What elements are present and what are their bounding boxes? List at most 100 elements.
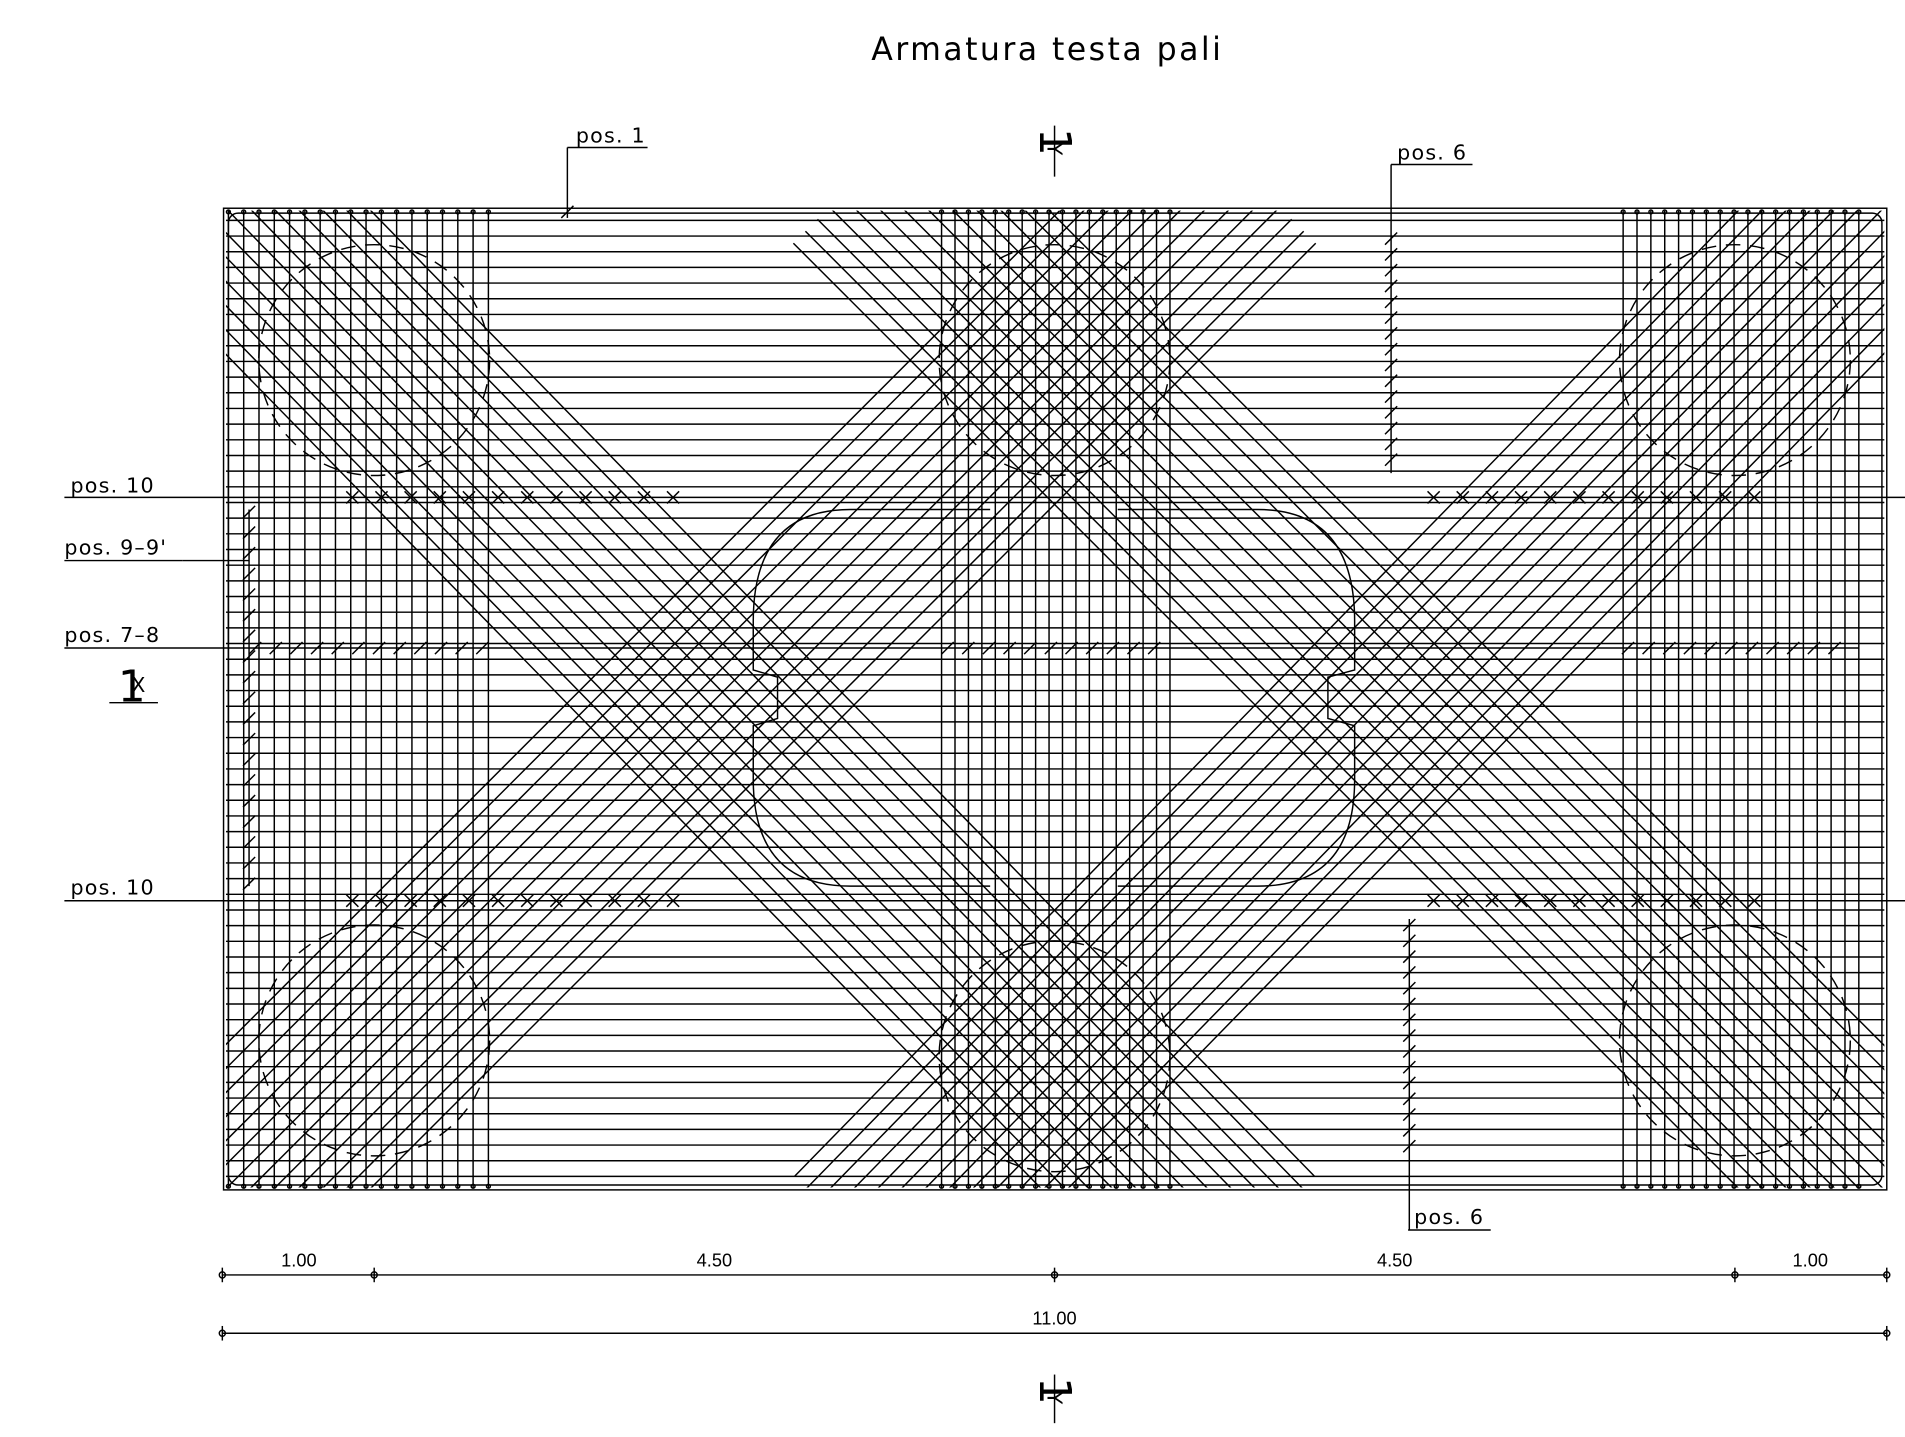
bar-dot: [241, 209, 247, 215]
tick: [331, 641, 345, 655]
bar-dot: [1100, 209, 1106, 215]
tick: [1402, 918, 1416, 932]
dimension-label: 1.00: [1793, 1250, 1828, 1270]
diagonal-bar: [794, 210, 1740, 1177]
tick: [1807, 641, 1821, 655]
tick: [520, 894, 534, 908]
diagonal-bar: [298, 210, 1278, 1188]
bar-dot: [1140, 209, 1146, 215]
bar-dot: [1703, 1183, 1709, 1189]
tick: [242, 649, 256, 664]
tick: [1384, 247, 1398, 261]
diagonal-bar: [225, 210, 1061, 1046]
tick: [637, 490, 651, 504]
bar-dot: [1032, 209, 1039, 215]
tick: [1384, 263, 1398, 277]
tick: [1085, 641, 1099, 655]
tick: [1543, 894, 1557, 908]
tick: [242, 753, 256, 767]
diagonal-bar: [227, 210, 1184, 1188]
dimension-dot: [1883, 1271, 1891, 1279]
diagonal-bar: [225, 280, 1113, 1188]
tick: [579, 490, 593, 504]
tick: [242, 587, 256, 602]
bar-dot: [1800, 1183, 1807, 1189]
diagonal-bar: [830, 210, 1787, 1188]
tick: [1747, 894, 1761, 908]
bar-dot: [1634, 1183, 1640, 1189]
diagonal-bar: [346, 230, 1305, 1188]
bar-dot: [1800, 209, 1807, 215]
tick: [1718, 490, 1732, 504]
pile: [258, 243, 491, 477]
bar-dot: [302, 209, 308, 215]
tick: [1023, 641, 1037, 655]
tick: [608, 894, 622, 908]
tick: [1704, 641, 1718, 655]
tick: [413, 641, 427, 655]
diagonal-bar: [225, 210, 1085, 1070]
tick: [242, 629, 256, 643]
bar-dot: [1842, 1183, 1848, 1189]
tick: [1126, 641, 1141, 655]
tick: [462, 894, 476, 908]
diagonal-rebar: [225, 210, 1885, 1188]
label: pos. 9–9': [64, 535, 167, 559]
tick: [1572, 894, 1586, 908]
tick: [242, 773, 256, 788]
tick: [242, 670, 256, 684]
tick: [1786, 641, 1800, 655]
tick: [462, 490, 476, 504]
tick: [1384, 310, 1398, 325]
bar-dot: [256, 1183, 262, 1189]
tick: [372, 641, 386, 655]
tick: [1427, 894, 1441, 908]
pile: [938, 940, 1171, 1173]
tick: [242, 815, 256, 829]
tick: [1384, 279, 1398, 293]
tick: [1765, 641, 1780, 655]
bar-dot: [1731, 209, 1737, 215]
bar-dot: [979, 209, 985, 215]
diagonal-bar: [972, 254, 1885, 1188]
tick: [1402, 1107, 1416, 1122]
bar-dot: [317, 209, 323, 215]
dimension-label: 4.50: [697, 1250, 732, 1270]
tick: [455, 641, 469, 655]
tick: [433, 894, 447, 908]
tick: [269, 641, 283, 655]
diagonal-bar: [225, 210, 1157, 1142]
dimension-label: 11.00: [1032, 1309, 1076, 1329]
section-number: 1: [118, 661, 146, 712]
tick: [351, 641, 365, 655]
tick: [1642, 641, 1656, 655]
tick: [242, 732, 256, 746]
diagonal-bar: [225, 210, 1181, 1166]
dimension-dot: [1883, 1329, 1891, 1338]
tick: [1384, 421, 1398, 435]
bar-dot: [952, 209, 958, 215]
tick: [242, 608, 256, 622]
tick: [1402, 997, 1416, 1011]
bar-dot: [1006, 1183, 1012, 1189]
bar-dot: [455, 209, 461, 215]
tick: [345, 490, 359, 504]
bar-dot: [1786, 1183, 1793, 1189]
diagonal-bar: [1020, 303, 1885, 1188]
bar-dot: [1662, 209, 1668, 215]
tick: [1384, 342, 1398, 356]
tick: [242, 567, 256, 581]
diagonal-bar: [225, 231, 1161, 1188]
tick: [345, 894, 359, 908]
tick: [1402, 934, 1416, 948]
diagonal-bar: [1000, 210, 1885, 1095]
bar-dot: [1717, 1183, 1723, 1189]
bar-dot: [225, 1183, 232, 1189]
tick: [242, 691, 256, 705]
label: pos. 6: [1397, 141, 1467, 165]
diagonal-bar: [976, 210, 1885, 1119]
label: pos. 7–8: [64, 623, 160, 647]
bar-dot: [1786, 209, 1793, 215]
tick: [242, 711, 256, 726]
